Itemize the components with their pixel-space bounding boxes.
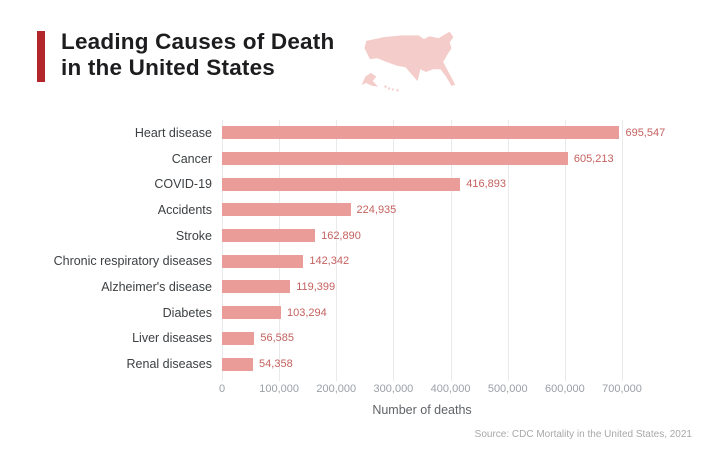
x-axis: 0 100,000 200,000 300,000 400,000 500,000 600,… xyxy=(218,381,700,397)
bar-cell: 416,893 xyxy=(222,171,700,197)
bar-row: Cancer 605,213 xyxy=(10,146,710,172)
bar xyxy=(222,152,568,166)
bar-rows: Heart disease 695,547 Cancer 605,213 COVID-1… xyxy=(10,120,710,381)
gridline xyxy=(336,120,338,381)
gridline xyxy=(450,120,452,381)
bar-cell: 162,890 xyxy=(222,223,700,249)
value-label: 695,547 xyxy=(625,126,666,139)
bar-row: Heart disease 695,547 xyxy=(10,120,710,146)
x-tick-label: 400,000 xyxy=(430,382,471,395)
bar-cell: 103,294 xyxy=(222,300,700,326)
x-tick-label: 600,000 xyxy=(544,382,585,395)
value-label: 56,585 xyxy=(260,332,294,345)
x-tick-label: 500,000 xyxy=(487,382,528,395)
bar-row: Renal diseases 54,358 xyxy=(10,351,710,377)
value-label: 162,890 xyxy=(321,229,361,242)
page-title-line-2: in the United States xyxy=(61,55,276,80)
bar-row: Accidents 224,935 xyxy=(10,197,710,223)
bar-cell: 142,342 xyxy=(222,248,700,274)
category-label: Accidents xyxy=(157,202,212,217)
source-note: Source: CDC Mortality in the United Stat… xyxy=(474,429,692,440)
x-tick-label: 0 xyxy=(218,382,226,395)
x-axis-label-row: Number of deaths xyxy=(222,401,622,419)
header: Leading Causes of Death in the United St… xyxy=(37,29,334,82)
value-label: 119,399 xyxy=(296,280,336,293)
bar xyxy=(222,203,351,217)
gridlines xyxy=(222,120,700,381)
gridline xyxy=(279,120,281,381)
bar-row: Diabetes 103,294 xyxy=(10,300,710,326)
category-label: Diabetes xyxy=(162,305,212,320)
category-label: Alzheimer's disease xyxy=(101,279,212,294)
bar-row: Liver diseases 56,585 xyxy=(10,326,710,352)
category-label: Renal diseases xyxy=(126,357,212,372)
category-label: Chronic respiratory diseases xyxy=(53,254,212,269)
x-tick-label: 700,000 xyxy=(602,382,642,395)
value-label: 142,342 xyxy=(309,255,350,268)
bar-row: Alzheimer's disease 119,399 xyxy=(10,274,710,300)
gridline xyxy=(507,120,509,381)
bar xyxy=(222,306,282,320)
value-label: 416,893 xyxy=(466,178,506,191)
bar-cell: 695,547 xyxy=(222,120,700,146)
gridline xyxy=(222,120,223,381)
category-label: Cancer xyxy=(171,151,212,166)
gridline xyxy=(564,120,566,381)
gridline xyxy=(393,120,395,381)
x-tick-label: 100,000 xyxy=(259,382,300,395)
bar xyxy=(222,126,620,140)
bar-cell: 54,358 xyxy=(222,351,700,377)
title-accent-bar xyxy=(37,31,45,82)
bar xyxy=(222,331,255,345)
category-label: Heart disease xyxy=(134,125,212,140)
title-block: Leading Causes of Death in the United St… xyxy=(61,29,334,82)
bar-cell: 224,935 xyxy=(222,197,700,223)
bar xyxy=(222,254,304,268)
page-title-line-1: Leading Causes of Death xyxy=(61,29,335,54)
x-axis-label: Number of deaths xyxy=(372,402,472,417)
bar-row: COVID-19 416,893 xyxy=(10,171,710,197)
bar xyxy=(222,229,316,243)
value-label: 54,358 xyxy=(259,358,293,371)
bar-row: Stroke 162,890 xyxy=(10,223,710,249)
bar-cell: 605,213 xyxy=(222,146,700,172)
value-label: 605,213 xyxy=(573,152,614,165)
x-tick-label: 200,000 xyxy=(316,382,357,395)
category-label: COVID-19 xyxy=(154,177,212,192)
bar xyxy=(222,280,291,294)
bar xyxy=(222,177,461,191)
usa-map-icon xyxy=(358,27,468,95)
bar xyxy=(222,357,254,371)
bar-row: Chronic respiratory diseases 142,342 xyxy=(10,248,710,274)
gridline xyxy=(622,120,623,381)
value-label: 103,294 xyxy=(287,306,327,319)
value-label: 224,935 xyxy=(356,203,397,216)
x-tick-label: 300,000 xyxy=(373,382,414,395)
bar-cell: 56,585 xyxy=(222,326,700,352)
bar-chart: Heart disease 695,547 Cancer 605,213 COVID-1… xyxy=(10,120,710,419)
bar-cell: 119,399 xyxy=(222,274,700,300)
category-label: Stroke xyxy=(175,228,212,243)
usa-map-svg xyxy=(361,31,456,92)
category-label: Liver diseases xyxy=(132,331,212,346)
